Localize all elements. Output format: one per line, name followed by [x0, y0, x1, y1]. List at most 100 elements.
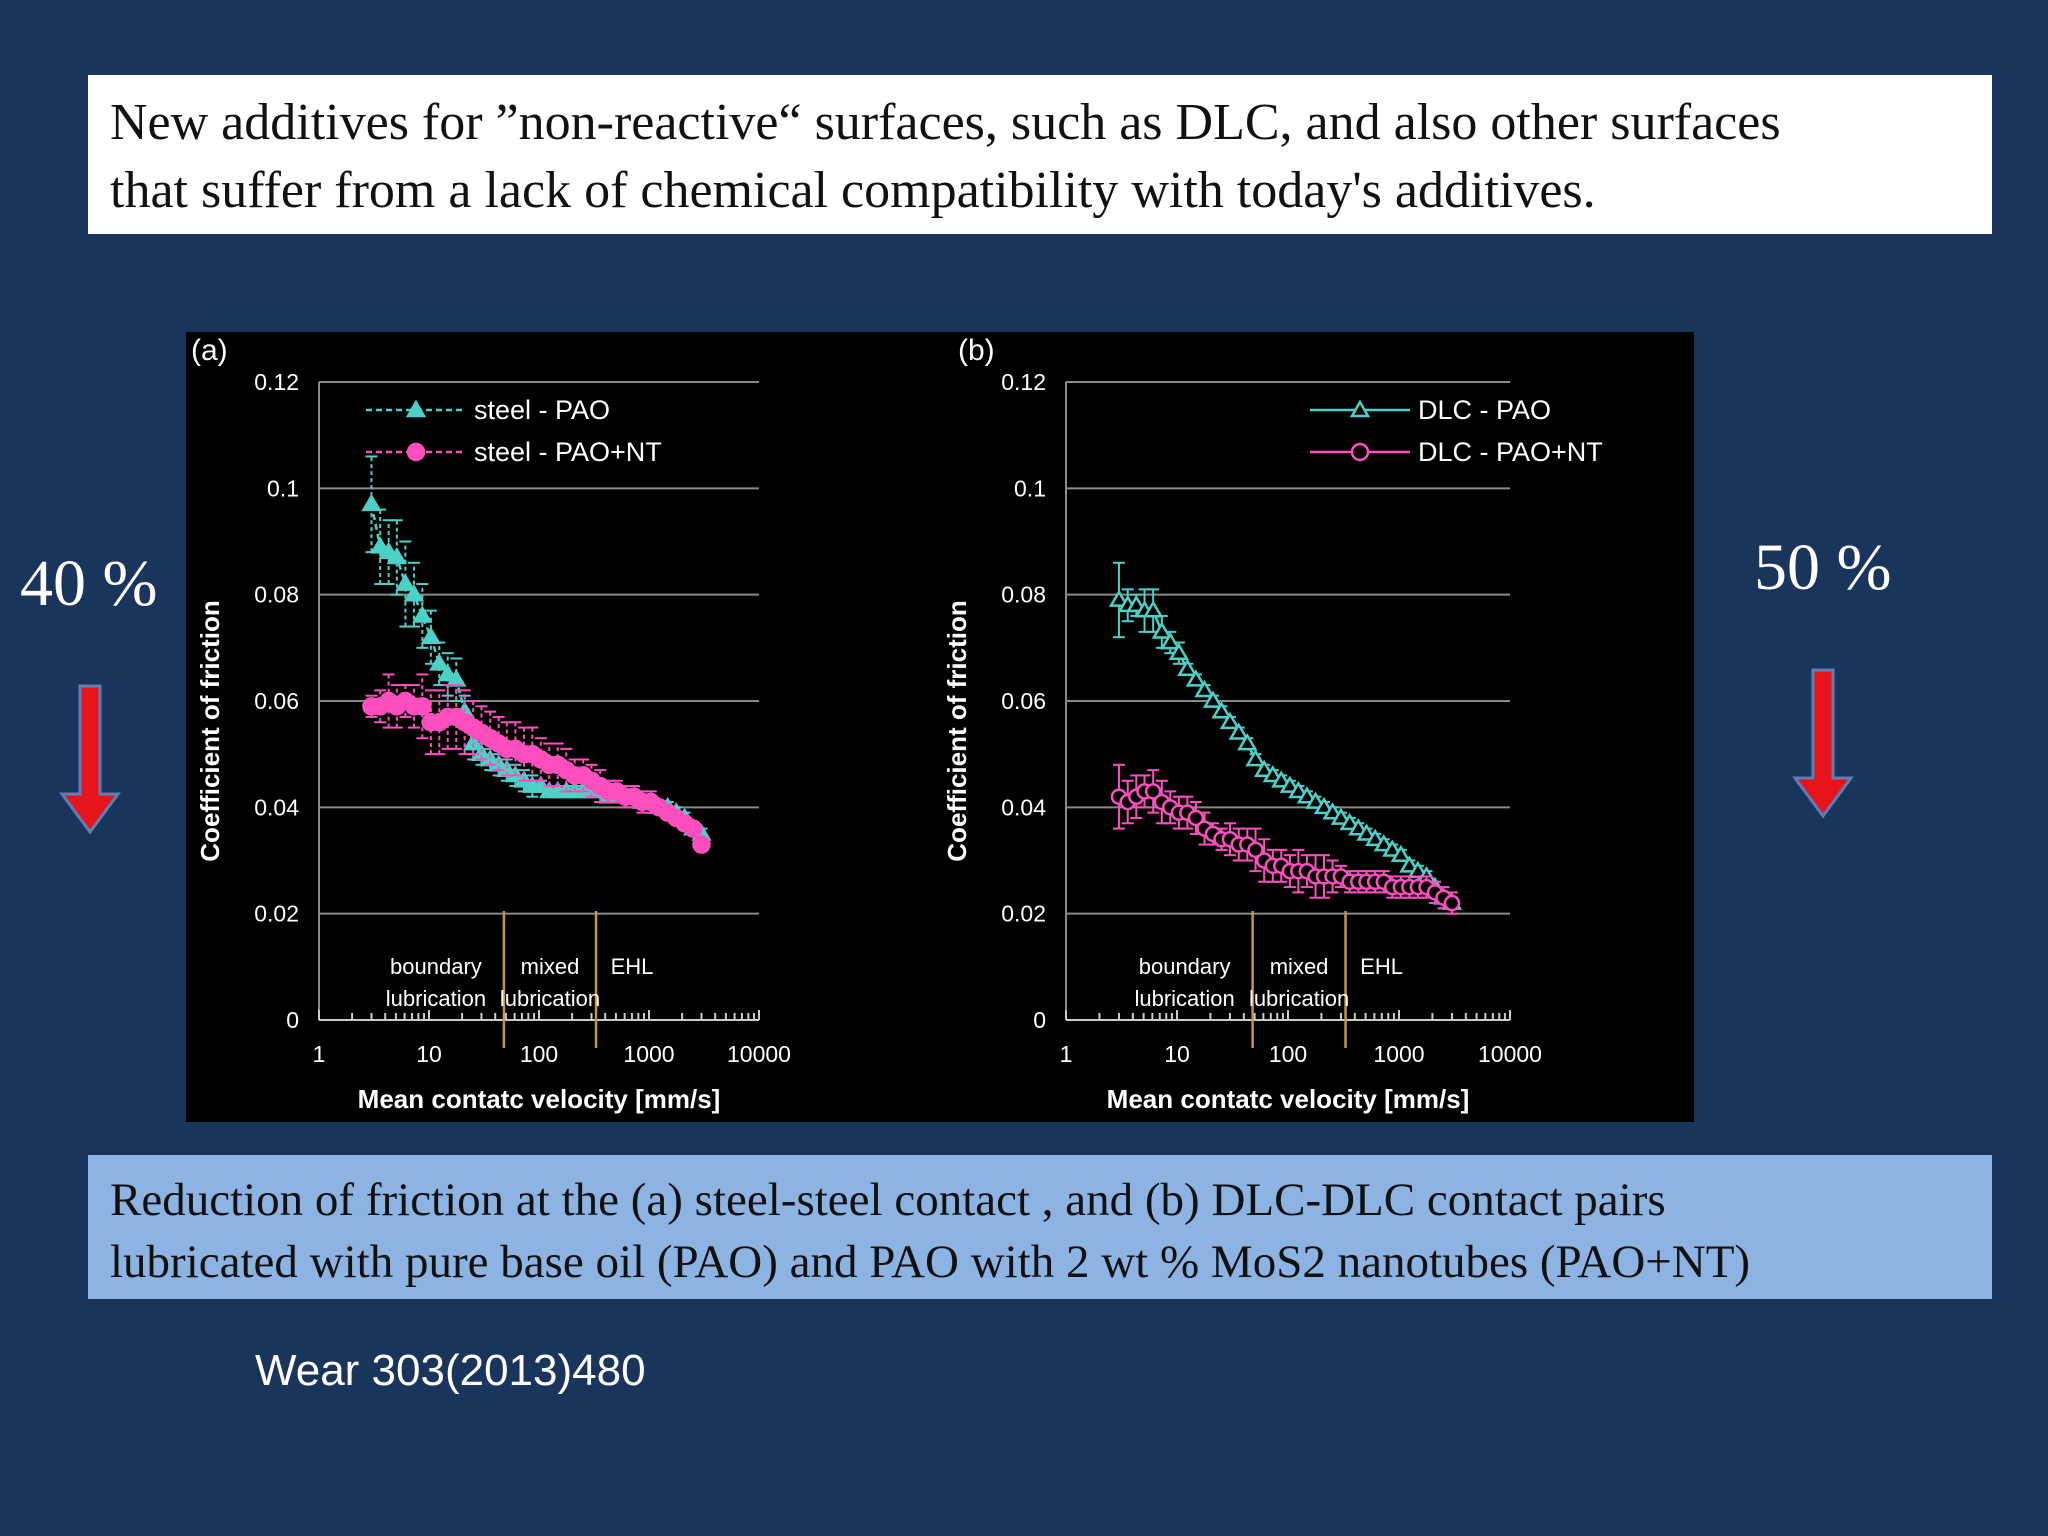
data-point: [1399, 855, 1420, 873]
data-point: [1279, 775, 1301, 793]
regime-label: mixed: [1270, 954, 1329, 979]
data-point: [1356, 823, 1377, 841]
data-point: [1305, 791, 1326, 809]
data-point: [1187, 809, 1205, 827]
panel-label: (b): [958, 334, 995, 367]
data-point: [683, 819, 703, 838]
regime-label: boundary: [390, 954, 482, 979]
y-tick-label: 0.06: [254, 688, 299, 714]
x-tick-label: 100: [1269, 1041, 1307, 1067]
data-point: [1185, 669, 1207, 687]
data-point: [1228, 722, 1249, 740]
series-steel-pao: [361, 455, 712, 841]
data-point: [1330, 807, 1352, 825]
slide-title-line-1: New additives for ”non-reactive“ surface…: [110, 94, 1781, 151]
regime-label: mixed: [521, 954, 580, 979]
data-point: [1142, 600, 1164, 618]
data-point: [1219, 711, 1241, 730]
caption-box: Reduction of friction at the (a) steel-s…: [88, 1155, 1992, 1299]
data-point: [1373, 834, 1395, 852]
data-point: [1253, 759, 1275, 777]
series-dlc-pao: [1108, 561, 1463, 910]
y-tick-label: 0.12: [1001, 369, 1046, 395]
y-tick-label: 0.02: [254, 901, 299, 927]
legend-entry: steel - PAO: [366, 395, 610, 425]
regime-label: lubrication: [1249, 986, 1349, 1011]
data-point: [1160, 632, 1181, 650]
y-tick-label: 0: [1033, 1007, 1046, 1033]
data-point: [1108, 589, 1130, 607]
data-point: [386, 546, 408, 565]
data-point: [420, 626, 442, 645]
left-down-arrow-icon: [59, 684, 121, 835]
legend-label: steel - PAO: [474, 395, 610, 425]
x-tick-label: 10: [416, 1041, 442, 1067]
data-point: [1288, 780, 1309, 799]
legend-entry: DLC - PAO+NT: [1310, 437, 1603, 467]
data-point: [395, 573, 416, 591]
data-point: [1262, 764, 1284, 783]
x-axis-title: Mean contatc velocity [mm/s]: [358, 1084, 721, 1114]
friction-figure: (a) 0 0.02 0.04 0.06 0.08 0.1 0.12 1 10 100 1000 100…: [186, 332, 1694, 1122]
slide-title-line-2: that suffer from a lack of chemical comp…: [110, 162, 1596, 219]
data-point: [692, 835, 711, 854]
data-point: [1390, 844, 1412, 863]
y-tick-label: 0.06: [1001, 688, 1046, 714]
data-point: [530, 775, 552, 793]
regime-label: EHL: [1360, 954, 1403, 979]
data-point: [412, 605, 433, 623]
y-tick-label: 0.04: [1001, 794, 1046, 820]
slide-title-box: New additives for ”non-reactive“ surface…: [88, 75, 1992, 234]
x-tick-label: 10: [1164, 1041, 1190, 1067]
legend-label: steel - PAO+NT: [474, 437, 662, 467]
x-tick-label: 1000: [623, 1041, 674, 1067]
y-tick-label: 0.02: [1001, 901, 1046, 927]
y-tick-label: 0.1: [267, 475, 299, 501]
legend-marker: [406, 442, 426, 462]
regime-label: lubrication: [386, 986, 486, 1011]
data-point: [1194, 679, 1215, 698]
legend-entry: steel - PAO+NT: [366, 437, 662, 467]
data-point: [1271, 770, 1292, 788]
x-tick-label: 1: [1060, 1041, 1073, 1067]
data-point: [429, 653, 450, 671]
data-point: [1339, 812, 1360, 831]
series-dlc-pao-nt: [1110, 763, 1461, 915]
caption-line-1: Reduction of friction at the (a) steel-s…: [110, 1174, 1666, 1226]
y-tick-label: 0: [286, 1007, 299, 1033]
y-axis-title: Coefficient of friction: [942, 600, 972, 861]
data-point: [413, 697, 432, 716]
y-axis-title: Coefficient of friction: [195, 600, 225, 861]
x-tick-label: 10000: [1478, 1041, 1542, 1067]
panel-label: (a): [191, 334, 228, 367]
y-tick-label: 0.04: [254, 794, 299, 820]
x-tick-label: 1: [313, 1041, 326, 1067]
data-point: [1247, 841, 1264, 859]
y-tick-label: 0.08: [1001, 582, 1046, 608]
data-point: [1313, 796, 1335, 815]
y-tick-label: 0.08: [254, 582, 299, 608]
x-axis-title: Mean contatc velocity [mm/s]: [1107, 1084, 1470, 1114]
data-point: [1151, 621, 1173, 639]
data-point: [361, 493, 382, 512]
data-point: [1177, 658, 1198, 676]
data-point: [1296, 786, 1318, 804]
right-down-arrow-icon: [1792, 668, 1854, 819]
caption-line-2: lubricated with pure base oil (PAO) and …: [110, 1236, 1751, 1288]
legend-label: DLC - PAO: [1418, 395, 1551, 425]
left-reduction-percent: 40 %: [20, 547, 158, 620]
legend-marker: [1350, 442, 1370, 462]
data-point: [1144, 783, 1162, 800]
x-tick-label: 100: [520, 1041, 558, 1067]
legend-label: DLC - PAO+NT: [1418, 437, 1603, 467]
regime-label: boundary: [1139, 954, 1231, 979]
data-point: [1245, 749, 1266, 767]
regime-label: lubrication: [500, 986, 600, 1011]
data-point: [370, 536, 391, 554]
data-point: [1322, 802, 1343, 820]
right-reduction-percent: 50 %: [1754, 531, 1892, 604]
reference-citation: Wear 303(2013)480: [255, 1346, 646, 1395]
regime-label: lubrication: [1134, 986, 1234, 1011]
data-point: [1237, 733, 1258, 751]
chart-panel-a: (a) 0 0.02 0.04 0.06 0.08 0.1 0.12 1 10 100 1000 100…: [191, 334, 791, 1114]
